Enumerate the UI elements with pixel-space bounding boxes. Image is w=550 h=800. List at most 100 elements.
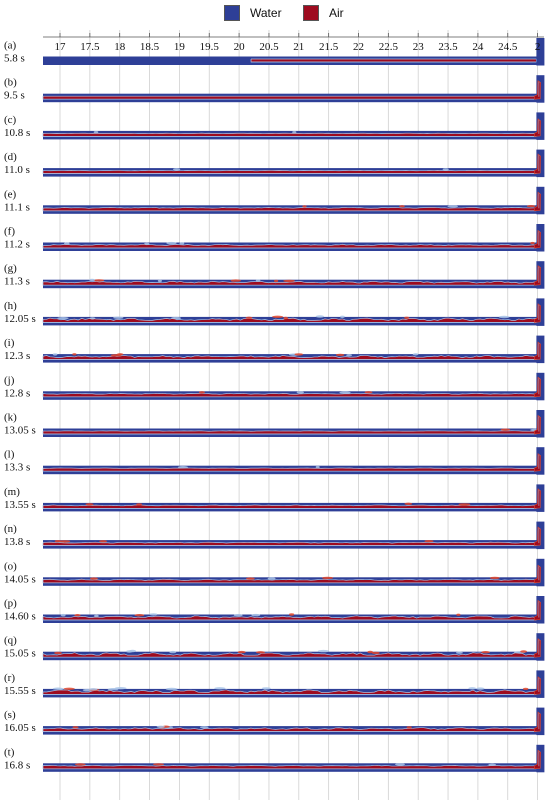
x-tick-label: 24 bbox=[472, 41, 484, 53]
panel-letter: (e) bbox=[4, 188, 17, 200]
panel-letter: (o) bbox=[4, 560, 17, 572]
panel-letter: (h) bbox=[4, 300, 17, 312]
x-tick-label: 20.5 bbox=[259, 41, 279, 53]
interface-blob bbox=[412, 353, 419, 356]
interface-blob bbox=[500, 428, 511, 431]
panel-q: (q)15.05 s bbox=[4, 633, 545, 661]
panel-time: 16.05 s bbox=[4, 722, 36, 734]
interface-blob bbox=[58, 540, 71, 543]
interface-blob bbox=[177, 466, 188, 469]
interface-blob bbox=[489, 576, 500, 580]
panel-letter: (k) bbox=[4, 412, 17, 424]
interface-blob bbox=[89, 317, 96, 320]
interface-blob bbox=[165, 687, 178, 691]
panel-time: 12.05 s bbox=[4, 313, 36, 325]
interface-blob bbox=[317, 649, 330, 653]
interface-blob bbox=[530, 241, 535, 245]
interface-blob bbox=[129, 649, 137, 653]
interface-blob bbox=[283, 279, 295, 283]
interface-blob bbox=[255, 279, 261, 282]
air-layer bbox=[42, 317, 537, 323]
legend-swatch-water bbox=[224, 5, 240, 21]
legend-swatch-air bbox=[303, 5, 319, 21]
grid-lines bbox=[59, 30, 538, 800]
legend: Water Air bbox=[0, 0, 550, 26]
interface-blob bbox=[424, 540, 434, 543]
interface-blob bbox=[93, 131, 99, 134]
air-layer bbox=[42, 392, 537, 398]
panel-time: 14.60 s bbox=[4, 611, 36, 623]
x-tick-label: 18.5 bbox=[140, 41, 160, 53]
air-layer bbox=[42, 578, 537, 584]
interface-blob bbox=[476, 687, 485, 690]
interface-blob bbox=[171, 316, 182, 320]
panel-time: 15.55 s bbox=[4, 685, 36, 697]
panel-time: 13.05 s bbox=[4, 425, 36, 437]
panel-time: 13.55 s bbox=[4, 499, 36, 511]
panel-letter: (l) bbox=[4, 449, 15, 461]
panel-letter: (b) bbox=[4, 77, 17, 89]
interface-blob bbox=[261, 687, 271, 690]
interface-blob bbox=[404, 502, 413, 505]
panel-letter: (d) bbox=[4, 151, 17, 163]
panel-time: 16.8 s bbox=[4, 759, 30, 771]
interface-blob bbox=[315, 465, 320, 469]
interface-blob bbox=[156, 725, 165, 728]
interface-blob bbox=[233, 614, 243, 617]
interface-blob bbox=[72, 353, 77, 356]
interface-blob bbox=[526, 205, 536, 208]
interface-blob bbox=[456, 613, 461, 616]
panel-time: 11.1 s bbox=[4, 201, 30, 213]
air-layer bbox=[250, 58, 537, 63]
legend-label-water: Water bbox=[250, 6, 282, 20]
interface-blob bbox=[214, 687, 226, 690]
interface-blob bbox=[283, 316, 288, 320]
panel-o: (o)14.05 s bbox=[4, 558, 545, 587]
interface-blob bbox=[272, 315, 284, 318]
panel-time: 14.05 s bbox=[4, 573, 36, 585]
interface-blob bbox=[89, 577, 98, 580]
x-tick-label: 2 bbox=[535, 41, 541, 53]
interface-blob bbox=[157, 279, 162, 283]
interface-blob bbox=[172, 168, 181, 171]
interface-blob bbox=[267, 577, 276, 580]
panel-time: 13.8 s bbox=[4, 536, 30, 548]
air-layer bbox=[42, 132, 537, 137]
panel-k: (k)13.05 s bbox=[4, 410, 545, 438]
panel-g: (g)11.3 s bbox=[4, 261, 545, 289]
interface-blob bbox=[315, 315, 325, 318]
air-layer bbox=[42, 764, 537, 770]
panel-letter: (p) bbox=[4, 598, 17, 610]
panel-j: (j)12.8 s bbox=[4, 372, 545, 401]
panel-t: (t)16.8 s bbox=[4, 744, 545, 773]
air-layer bbox=[42, 467, 537, 472]
interface-blob bbox=[110, 354, 122, 357]
interface-blob bbox=[481, 651, 490, 654]
legend-label-air: Air bbox=[329, 6, 344, 20]
interface-blob bbox=[198, 391, 205, 394]
x-tick-label: 23.5 bbox=[438, 41, 458, 53]
interface-blob bbox=[237, 650, 246, 654]
x-tick-label: 24.5 bbox=[498, 41, 518, 53]
interface-blob bbox=[99, 540, 108, 543]
interface-blob bbox=[395, 763, 405, 766]
air-layer bbox=[42, 170, 537, 174]
interface-blob bbox=[335, 353, 345, 357]
air-layer bbox=[42, 615, 537, 621]
x-tick-label: 18 bbox=[114, 41, 126, 53]
interface-blob bbox=[442, 168, 449, 171]
panel-time: 11.2 s bbox=[4, 239, 30, 251]
interface-blob bbox=[289, 613, 295, 616]
interface-blob bbox=[488, 763, 497, 766]
panel-m: (m)13.55 s bbox=[4, 484, 545, 512]
interface-blob bbox=[134, 614, 145, 617]
panel-time: 12.8 s bbox=[4, 387, 30, 399]
panel-letter: (n) bbox=[4, 523, 17, 535]
panel-h: (h)12.05 s bbox=[4, 298, 545, 326]
air-layer bbox=[42, 280, 537, 286]
panel-time: 11.0 s bbox=[4, 164, 30, 176]
interface-blob bbox=[371, 651, 380, 655]
interface-blob bbox=[346, 354, 352, 357]
legend-item-air: Air bbox=[303, 4, 344, 22]
panel-letter: (s) bbox=[4, 709, 16, 721]
